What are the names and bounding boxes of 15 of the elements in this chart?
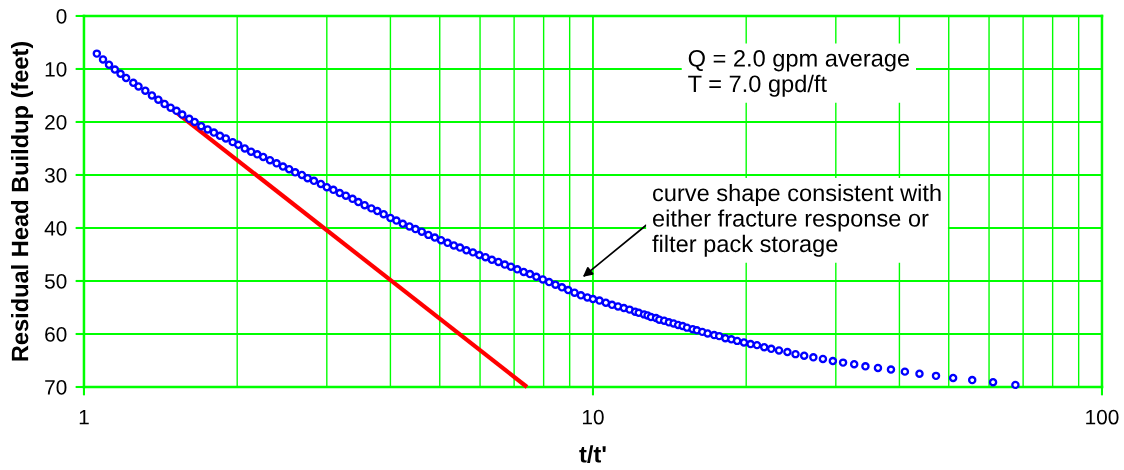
y-tick-label: 60 bbox=[45, 327, 67, 342]
y-tick-label: 0 bbox=[56, 8, 67, 24]
y-tick-label: 30 bbox=[44, 167, 67, 183]
y-tick-label: 20 bbox=[45, 114, 67, 130]
x-tick-label: 1 bbox=[79, 409, 89, 425]
y-axis-title: Residual Head Buildup (feet) bbox=[11, 41, 34, 361]
x-tick-label: 100 bbox=[1086, 409, 1119, 425]
x-axis-title: t/t' bbox=[579, 445, 606, 463]
x-tick-label: 10 bbox=[582, 409, 604, 425]
y-tick-label: 40 bbox=[44, 220, 67, 236]
y-tick-label: 10 bbox=[45, 61, 67, 77]
y-tick-label: 70 bbox=[45, 380, 67, 395]
annotation: curve shape consistent with either fracture response or filter pack storage bbox=[652, 183, 941, 257]
annotation: Q = 2.0 gpm average T = 7.0 gpd/ft bbox=[688, 50, 910, 97]
y-tick-label: 50 bbox=[44, 273, 67, 289]
